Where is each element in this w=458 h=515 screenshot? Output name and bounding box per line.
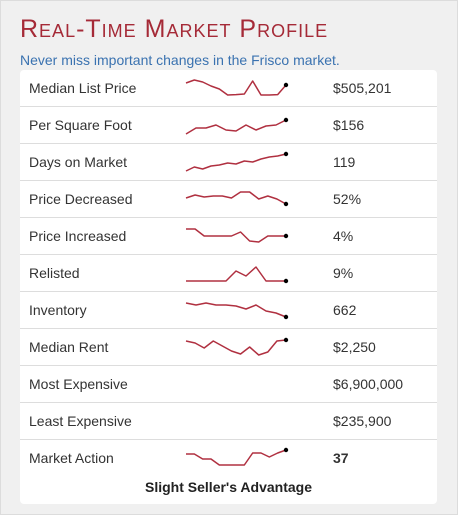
stat-label: Median Rent — [29, 339, 109, 355]
sparkline-path — [186, 266, 286, 282]
stat-value: $505,201 — [333, 80, 392, 96]
stat-value: $6,900,000 — [333, 376, 404, 392]
trend-sparkline — [186, 228, 289, 243]
trend-sparkline — [185, 302, 289, 320]
sparkline-endpoint — [283, 314, 289, 320]
sparkline-path — [185, 302, 287, 318]
stat-label: Per Square Foot — [29, 117, 132, 133]
stat-row-market-action: Market Action 37 — [20, 440, 437, 477]
trend-sparkline — [185, 151, 289, 172]
stat-value: 9% — [333, 265, 354, 281]
stat-label: Least Expensive — [29, 413, 132, 429]
stat-label: Days on Market — [29, 154, 128, 170]
trend-sparkline — [186, 266, 289, 284]
sparkline-path — [186, 228, 286, 243]
sparkline-endpoint — [283, 82, 289, 88]
trend-sparkline — [185, 337, 289, 356]
sparkline-endpoint — [283, 233, 289, 239]
sparkline-path — [185, 153, 287, 172]
stat-row-per-square-foot: Per Square Foot $156 — [20, 107, 437, 144]
sparkline-path — [186, 449, 287, 466]
trend-sparkline — [186, 447, 289, 466]
stat-row-median-rent: Median Rent $2,250 — [20, 329, 437, 366]
sparkline-path — [185, 79, 287, 96]
sparkline-endpoint — [283, 201, 289, 207]
stat-row-inventory: Inventory 662 — [20, 292, 437, 329]
sparkline-path — [185, 339, 287, 356]
stat-label: Market Action — [29, 450, 114, 466]
market-stats-table: Median List Price $505,201 Per Square Foot… — [20, 70, 437, 504]
stat-value: $235,900 — [333, 413, 392, 429]
stat-row-price-decreased: Price Decreased 52% — [20, 181, 437, 218]
widget-subtitle: Never miss important changes in the Fris… — [20, 52, 340, 68]
stat-label: Median List Price — [29, 80, 137, 96]
stat-row-days-on-market: Days on Market 119 — [20, 144, 437, 181]
stat-row-relisted: Relisted 9% — [20, 255, 437, 292]
sparkline-path — [185, 119, 287, 135]
stat-value: 119 — [333, 154, 356, 170]
stat-value: $156 — [333, 117, 365, 133]
stat-label: Inventory — [29, 302, 87, 318]
stat-row-most-expensive: Most Expensive $6,900,000 — [20, 366, 437, 403]
stat-label: Price Increased — [29, 228, 127, 244]
sparkline-path — [185, 191, 287, 205]
sparkline-endpoint — [283, 278, 289, 284]
stat-label: Relisted — [29, 265, 80, 281]
stat-value: 662 — [333, 302, 357, 318]
sparkline-endpoint — [283, 447, 289, 453]
trend-sparkline — [185, 79, 289, 96]
stat-label: Price Decreased — [29, 191, 133, 207]
sparkline-endpoint — [283, 337, 289, 343]
sparkline-endpoint — [283, 117, 289, 123]
stat-row-price-increased: Price Increased 4% — [20, 218, 437, 255]
stat-value: 37 — [333, 450, 349, 466]
stat-value: 52% — [333, 191, 362, 207]
stat-value: $2,250 — [333, 339, 376, 355]
widget-title: Real-Time Market Profile — [20, 15, 329, 43]
stat-row-least-expensive: Least Expensive $235,900 — [20, 403, 437, 440]
sparkline-endpoint — [283, 151, 289, 157]
stat-label: Most Expensive — [29, 376, 128, 392]
market-action-verdict: Slight Seller's Advantage — [145, 479, 312, 495]
trend-sparkline — [185, 191, 289, 207]
trend-sparkline — [185, 117, 289, 135]
stat-value: 4% — [333, 228, 354, 244]
stat-row-median-list-price: Median List Price $505,201 — [20, 70, 437, 107]
